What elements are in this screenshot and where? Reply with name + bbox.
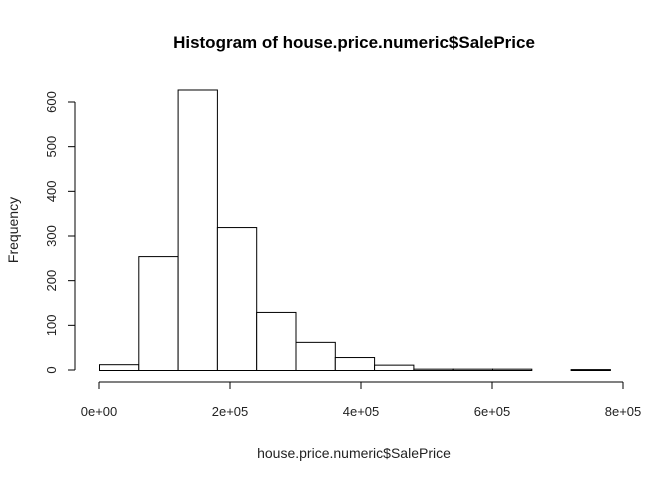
histogram-bar	[138, 256, 179, 372]
histogram-bar	[374, 364, 415, 372]
x-tick-label: 2e+05	[212, 404, 249, 419]
histogram-bar	[570, 369, 611, 371]
y-tick-label: 500	[44, 136, 59, 158]
y-axis-label: Frequency	[5, 197, 21, 263]
x-axis-label: house.price.numeric$SalePrice	[257, 445, 451, 461]
y-tick-label: 300	[44, 225, 59, 247]
histogram-bar	[256, 311, 297, 371]
x-tick-label: 0e+00	[81, 404, 118, 419]
histogram-bar	[452, 368, 494, 372]
histogram-bar	[216, 227, 258, 371]
x-tick-label: 4e+05	[343, 404, 380, 419]
y-tick-label: 200	[44, 270, 59, 292]
histogram-bar	[99, 364, 140, 371]
x-axis: 0e+00 2e+05 4e+05 6e+05 8e+05	[81, 381, 642, 419]
histogram-bar	[295, 341, 336, 371]
histogram-bar	[413, 368, 454, 372]
y-tick-label: 400	[44, 180, 59, 202]
y-axis: 0 100 200 300 400 500 600	[44, 91, 76, 374]
chart-title: Histogram of house.price.numeric$SalePri…	[173, 33, 535, 52]
y-tick-label: 600	[44, 91, 59, 113]
histogram-bar	[334, 357, 376, 371]
y-tick-label: 0	[44, 366, 59, 373]
histogram-bar	[492, 368, 533, 372]
x-tick-label: 6e+05	[474, 404, 511, 419]
bars-group	[99, 89, 611, 372]
y-tick-label: 100	[44, 314, 59, 336]
histogram-bar	[177, 89, 218, 371]
x-tick-label: 8e+05	[605, 404, 642, 419]
